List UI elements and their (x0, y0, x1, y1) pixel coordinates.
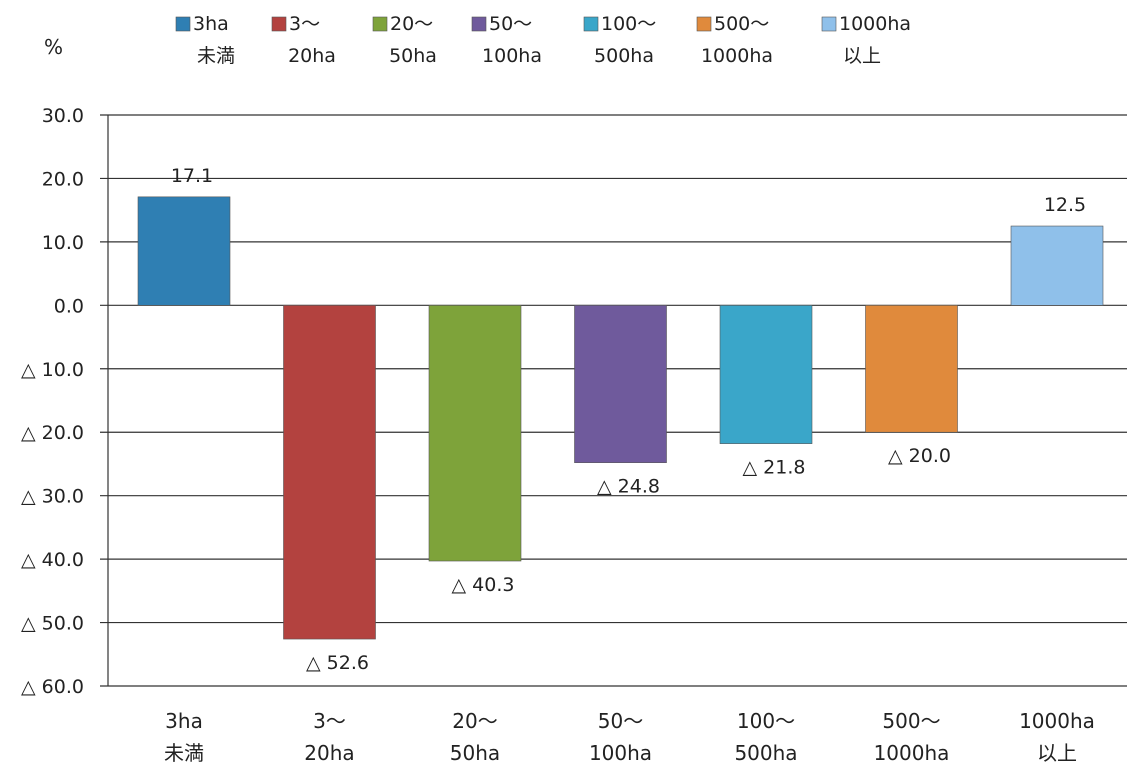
legend-swatch (821, 16, 837, 32)
legend-label: 以上 (843, 45, 881, 67)
category-label: 1000ha (1019, 709, 1095, 733)
category-label: 1000ha (874, 741, 950, 765)
legend-label: 50ha (389, 45, 437, 67)
legend-label: 1000ha (839, 13, 911, 35)
bar (428, 305, 522, 562)
category-label: 以上 (1037, 741, 1077, 765)
legend-swatch (471, 16, 487, 32)
y-axis-unit-label: % (44, 35, 63, 59)
legend-swatch (271, 16, 287, 32)
legend: 3ha 未満 3～ 20ha 20～ 50ha 50～ 100ha 100～ 500ha 500～ 1… (175, 13, 911, 67)
legend-label: 20ha (288, 45, 336, 67)
legend-label: 500ha (594, 45, 654, 67)
y-tick-label: 10.0 (42, 232, 84, 254)
legend-label: 3～ (289, 13, 320, 35)
x-axis-categories: 3ha 未満 3～ 20ha 20～ 50ha 50～ 100ha 100～ 500ha 500～ 1… (164, 709, 1095, 765)
category-label: 100～ (737, 709, 795, 733)
category-label: 20ha (304, 741, 354, 765)
data-label: △ 21.8 (743, 457, 806, 479)
category-label: 50ha (450, 741, 500, 765)
category-label: 20～ (452, 709, 497, 733)
category-label: 100ha (589, 741, 652, 765)
data-label: △ 20.0 (888, 445, 951, 467)
legend-label: 100～ (601, 13, 656, 35)
bar (1010, 225, 1104, 306)
legend-label: 3ha (193, 13, 229, 35)
legend-swatch (696, 16, 712, 32)
data-label: 17.1 (171, 165, 213, 187)
y-tick-label: 30.0 (42, 105, 84, 127)
legend-label: 20～ (390, 13, 433, 35)
bar (719, 305, 813, 444)
bar (574, 305, 667, 463)
legend-swatch (372, 16, 388, 32)
bar (865, 305, 958, 433)
y-axis-ticks: 30.0 20.0 10.0 0.0 △ 10.0 △ 20.0 △ 30.0 △ 40.0 △… (21, 105, 84, 698)
legend-label: 未満 (197, 45, 235, 67)
data-labels: 17.1 △ 52.6 △ 40.3 △ 24.8 △ 21.8 △ 20.0 12.5 (171, 165, 1086, 674)
y-tick-label: △ 40.0 (21, 549, 84, 571)
y-tick-label: 0.0 (54, 295, 84, 317)
data-label: 12.5 (1044, 194, 1086, 216)
data-label: △ 40.3 (452, 574, 515, 596)
legend-swatch (175, 16, 191, 32)
category-label: 3～ (313, 709, 346, 733)
y-tick-label: △ 10.0 (21, 359, 84, 381)
category-label: 500ha (734, 741, 797, 765)
legend-label: 500～ (714, 13, 769, 35)
category-label: 500～ (882, 709, 940, 733)
y-tick-label: 20.0 (42, 168, 84, 190)
legend-label: 100ha (482, 45, 542, 67)
category-label: 未満 (164, 741, 204, 765)
bars (137, 196, 1104, 640)
category-label: 50～ (598, 709, 643, 733)
y-tick-label: △ 30.0 (21, 486, 84, 508)
y-tick-label: △ 20.0 (21, 422, 84, 444)
legend-swatch (583, 16, 599, 32)
data-label: △ 24.8 (597, 476, 660, 498)
y-tick-label: △ 50.0 (21, 613, 84, 635)
bar (137, 196, 231, 306)
y-tick-label: △ 60.0 (21, 676, 84, 698)
bar (283, 305, 376, 640)
data-label: △ 52.6 (306, 652, 369, 674)
legend-label: 50～ (489, 13, 532, 35)
category-label: 3ha (165, 709, 203, 733)
legend-label: 1000ha (701, 45, 773, 67)
